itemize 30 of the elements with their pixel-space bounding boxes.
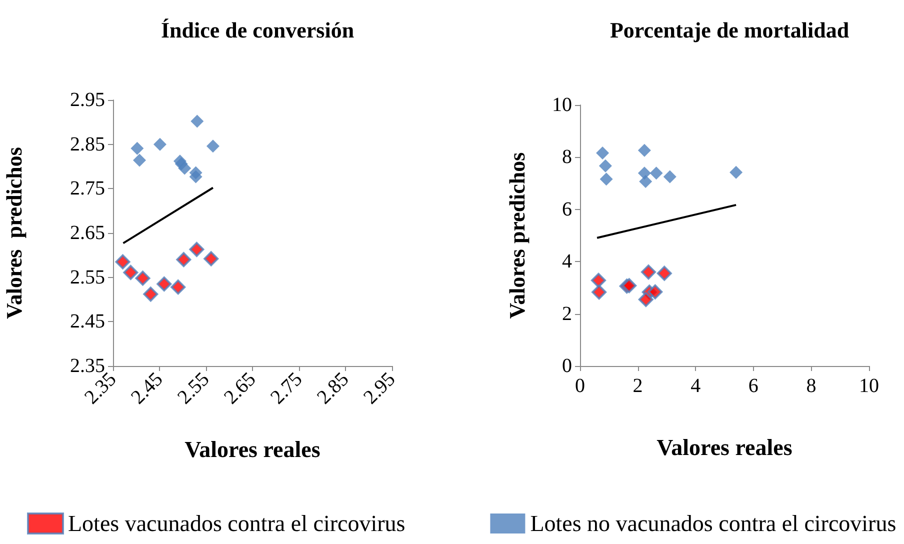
chart-title: Porcentaje de mortalidad: [610, 18, 850, 42]
x-tick-label: 6: [748, 375, 758, 397]
x-tick-label: 8: [806, 375, 816, 397]
x-tick-label: 2: [632, 375, 643, 397]
y-tick-label: 2.75: [70, 178, 105, 200]
y-axis-title: Valores predichos: [2, 146, 26, 319]
y-tick-label: 2.65: [70, 222, 105, 244]
x-axis-title: Valores reales: [656, 435, 792, 460]
x-tick-label: 4: [690, 375, 701, 397]
x-tick-label: 2.45: [126, 368, 168, 409]
x-tick-label: 2.85: [312, 368, 354, 409]
x-tick-label: 2.65: [220, 368, 260, 409]
y-tick-label: 8: [562, 146, 572, 168]
legend-label: Lotes vacunados contra el circovirus: [68, 511, 406, 536]
y-tick-label: 6: [562, 198, 572, 220]
legend-label: Lotes no vacunados contra el circovirus: [530, 511, 896, 536]
y-tick-label: 2.85: [70, 133, 105, 156]
x-tick-label: 2.95: [359, 368, 400, 409]
x-axis-title: Valores reales: [184, 437, 320, 462]
y-tick-label: 2: [562, 302, 572, 325]
x-tick-label: 10: [859, 375, 879, 397]
chart-title: Índice de conversión: [160, 18, 354, 42]
y-tick-label: 4: [562, 250, 572, 273]
y-tick-label: 2.45: [70, 310, 105, 333]
y-tick-label: 10: [552, 94, 572, 116]
y-tick-label: 2.95: [70, 89, 105, 111]
y-tick-label: 2.55: [70, 266, 105, 288]
y-axis-title: Valores predichos: [504, 152, 530, 319]
x-tick-label: 2.75: [266, 368, 307, 409]
x-tick-label: 2.55: [173, 368, 214, 409]
